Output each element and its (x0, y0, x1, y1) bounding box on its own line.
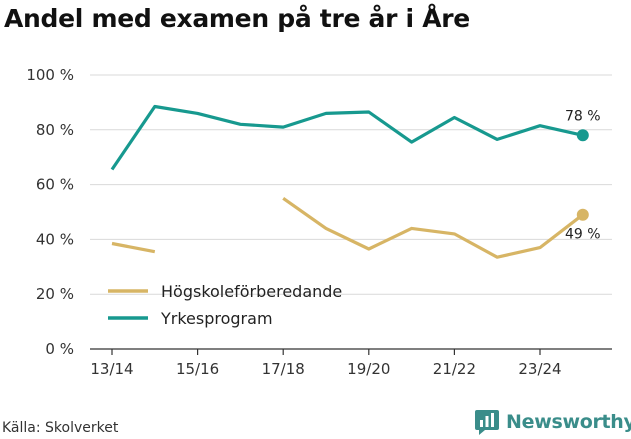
page-title: Andel med examen på tre år i Åre (4, 4, 470, 33)
legend-label: Högskoleförberedande (161, 282, 342, 301)
legend-label: Yrkesprogram (160, 309, 273, 328)
newsworthy-logo-icon (475, 410, 499, 435)
x-tick-label: 23/24 (518, 360, 561, 378)
y-tick-label: 40 % (36, 230, 74, 248)
series-line-hogskole (282, 196, 584, 259)
brand-name: Newsworthy (506, 411, 631, 433)
y-tick-label: 20 % (36, 285, 74, 303)
series-lines: 49 % 78 % (110, 104, 601, 259)
end-value-label: 49 % (565, 227, 601, 243)
x-tick-label: 17/18 (262, 360, 305, 378)
x-tick-label: 15/16 (176, 360, 219, 378)
x-tick-label: 19/20 (347, 360, 390, 378)
source-note: Källa: Skolverket (2, 420, 119, 436)
series-line-yrkes (110, 104, 584, 171)
x-tick-label: 13/14 (90, 360, 133, 378)
end-point-marker (576, 208, 589, 221)
legend: Högskoleförberedande Yrkesprogram (108, 282, 342, 328)
end-point-marker (576, 129, 589, 142)
series-line-hogskole (111, 241, 156, 254)
x-tick-label: 21/22 (433, 360, 476, 378)
y-tick-label: 60 % (36, 176, 74, 194)
y-tick-label: 80 % (36, 121, 74, 139)
end-value-label: 78 % (565, 108, 601, 124)
y-tick-label: 0 % (45, 340, 74, 358)
axes: 0 % 20 % 40 % 60 % 80 % 100 % 13/14 15/16 17/18 1… (26, 66, 612, 378)
y-tick-label: 100 % (26, 66, 74, 84)
brand-logo: Newsworthy (474, 408, 631, 436)
